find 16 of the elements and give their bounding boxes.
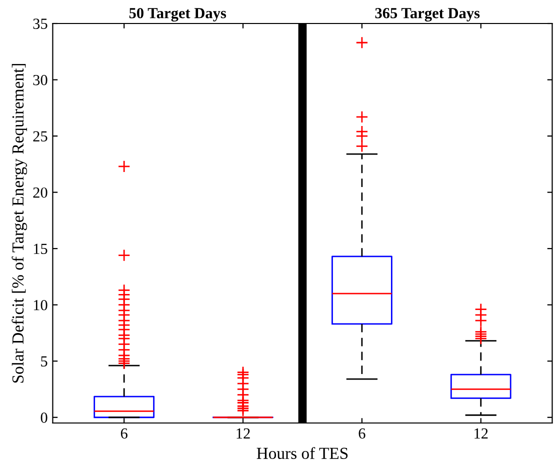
y-axis-title: Solar Deficit [% of Target Energy Requirement] [12,64,28,383]
y-tick-label: 15 [34,244,48,254]
y-tick-label: 20 [33,187,48,198]
y-tick-label: 25 [33,131,48,142]
text: 50 Target Days [129,8,226,22]
text: 365 Target Days [375,8,480,22]
x-tick-label: 6 [120,428,128,439]
y-tick-label: 35 [33,18,48,29]
y-tick-label: 30 [33,74,48,86]
x-tick-label: 6 [358,428,366,439]
y-tick-label: 0 [40,412,48,423]
x-tick-label: 12 [236,428,250,438]
x-axis-title: Hours of TES [256,447,348,459]
y-tick-label: 10 [34,300,48,310]
x-tick-label: 12 [474,428,488,438]
y-tick-label: 5 [41,356,48,367]
